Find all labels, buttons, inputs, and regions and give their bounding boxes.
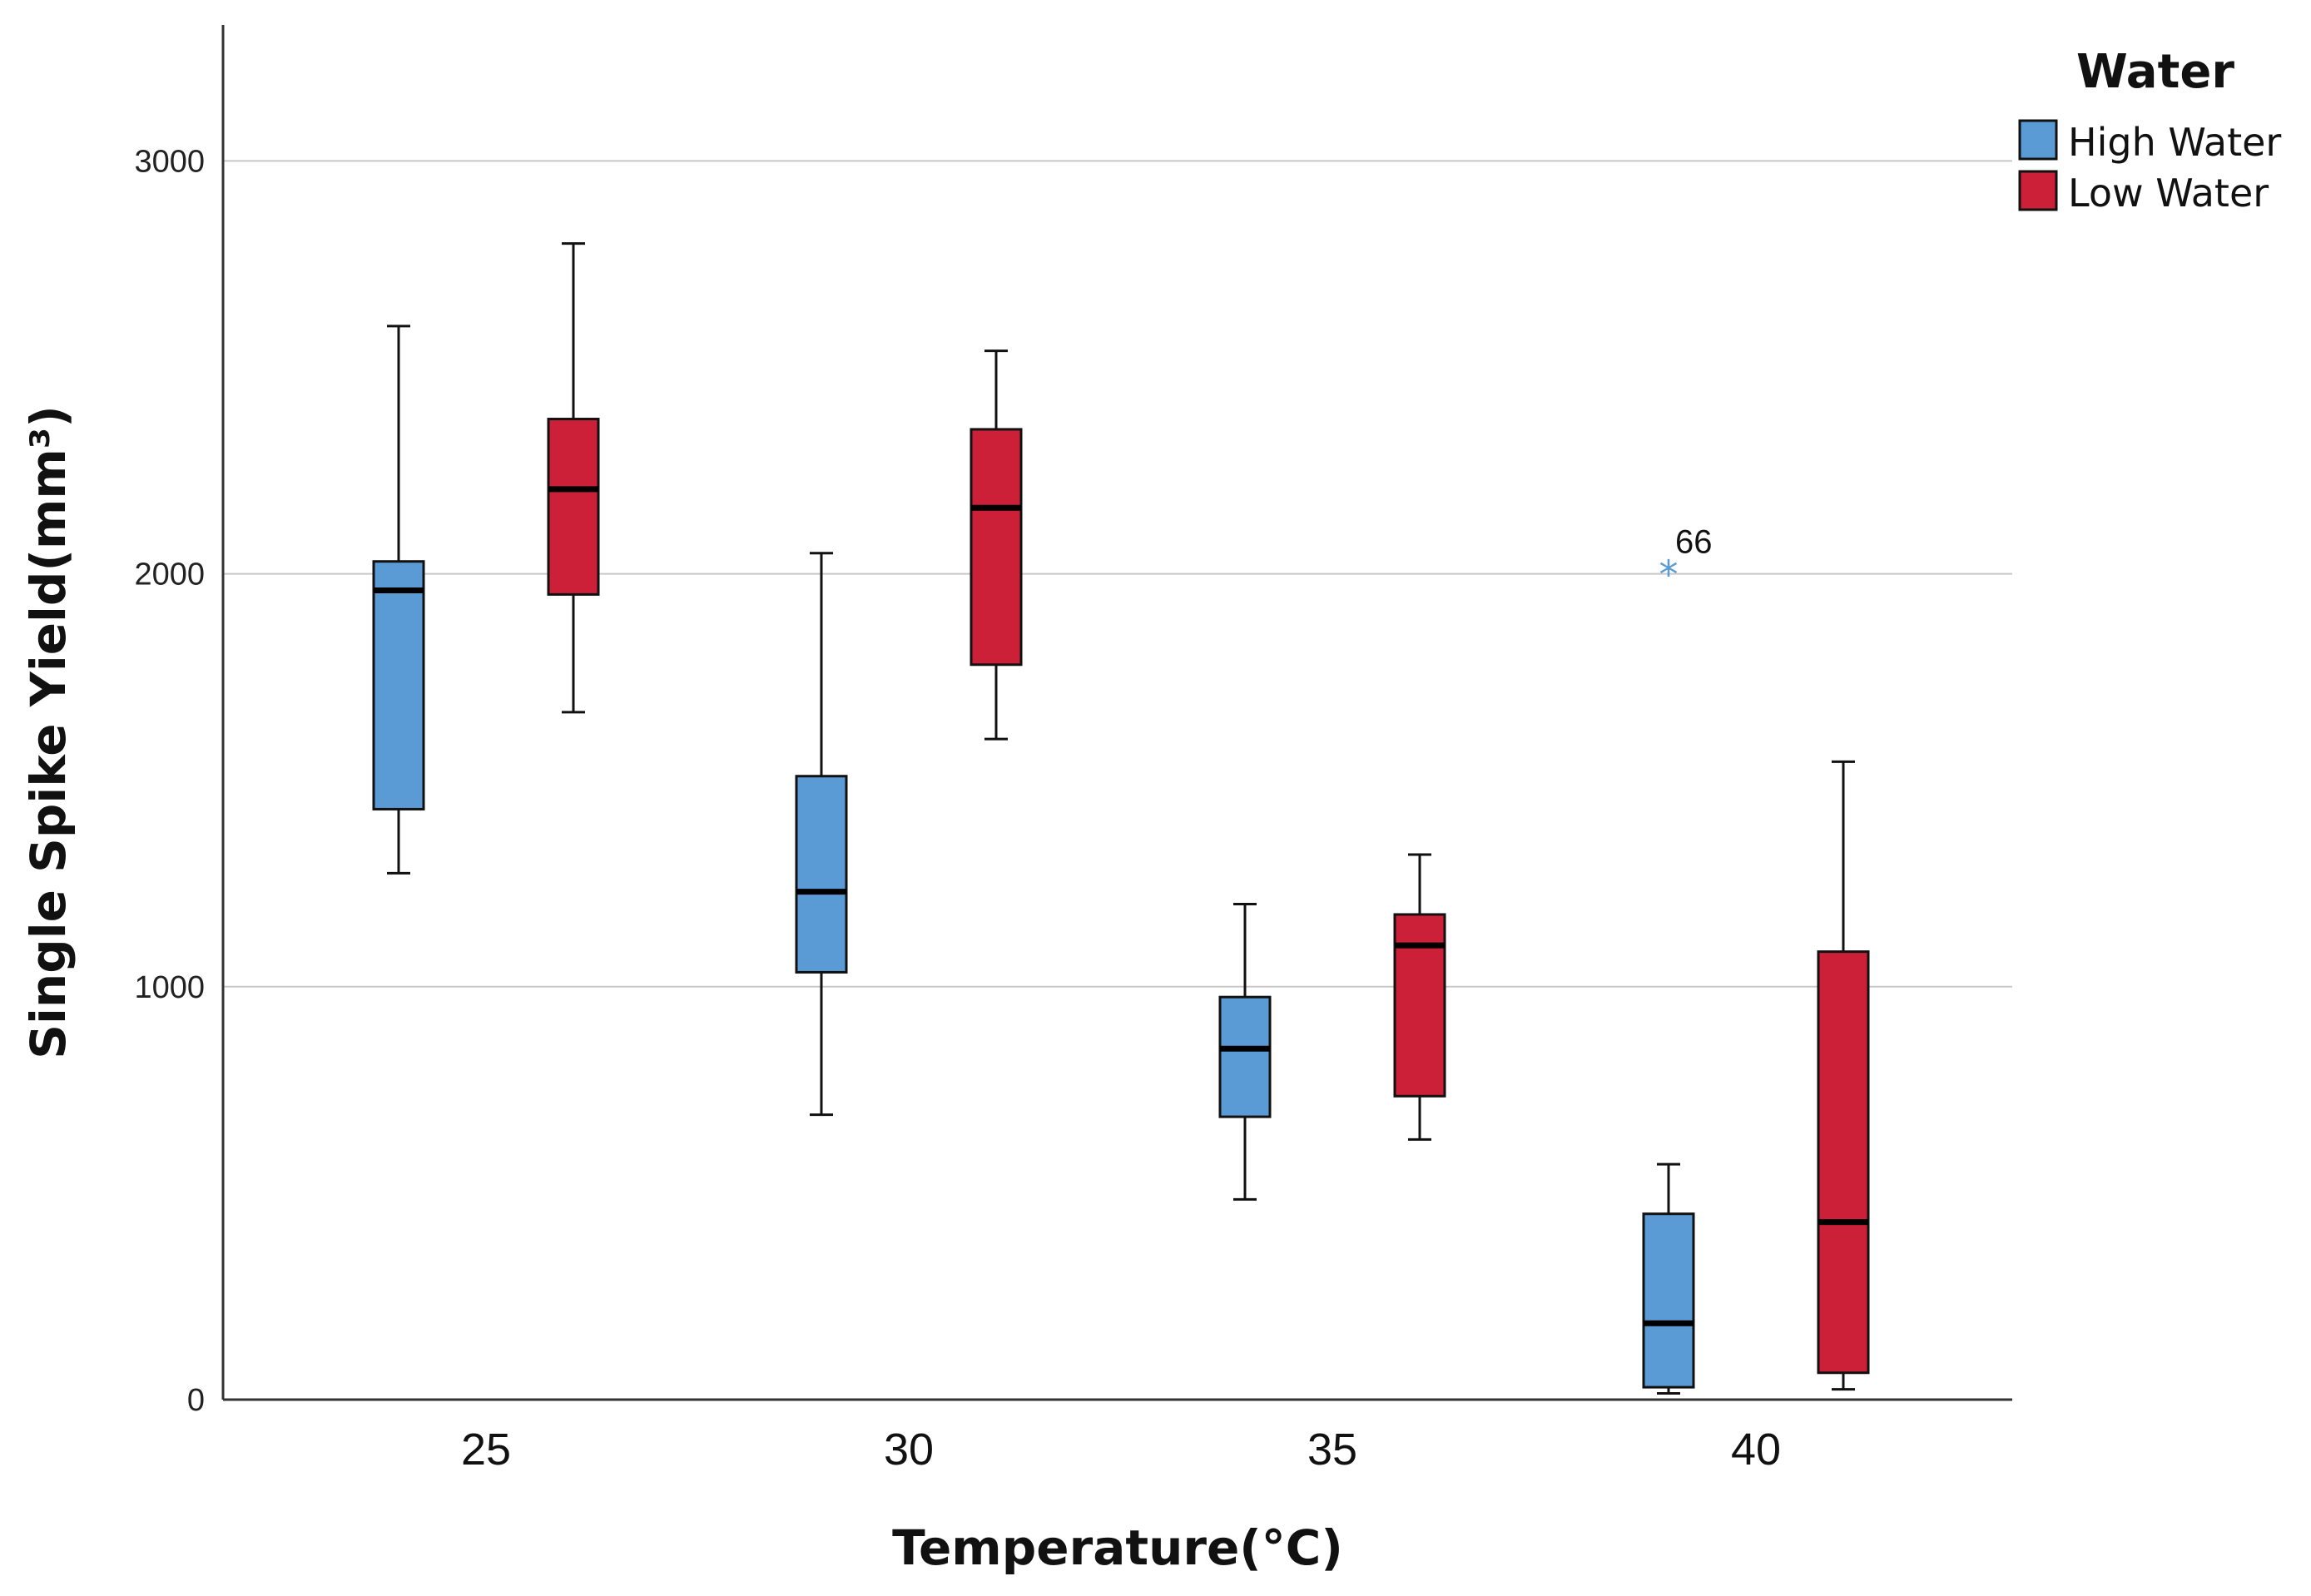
box-low-water-40 bbox=[1817, 760, 1870, 1391]
y-tick-label: 0 bbox=[187, 1383, 205, 1418]
box-iqr bbox=[1817, 950, 1870, 1375]
x-tick-label: 25 bbox=[461, 1425, 511, 1475]
legend-label-low-water: Low Water bbox=[2068, 171, 2269, 216]
y-tick-label: 2000 bbox=[134, 558, 205, 592]
box-iqr bbox=[1218, 995, 1272, 1118]
box-high-water-35 bbox=[1218, 903, 1272, 1201]
box-iqr bbox=[795, 775, 848, 974]
legend-swatch-high-water bbox=[2018, 119, 2058, 161]
x-tick-labels: 25 30 35 40 bbox=[461, 1425, 1781, 1475]
y-tick-label: 1000 bbox=[134, 970, 205, 1005]
x-tick-label: 35 bbox=[1307, 1425, 1357, 1475]
legend: Water High Water Low Water bbox=[2018, 45, 2281, 216]
box-iqr bbox=[372, 560, 425, 810]
y-axis-title: Single Spike Yield(mm³) bbox=[20, 405, 77, 1059]
x-tick-label: 40 bbox=[1731, 1425, 1781, 1475]
box-low-water-25 bbox=[547, 242, 600, 714]
box-high-water-40 bbox=[1642, 1162, 1695, 1395]
box-low-water-30 bbox=[970, 349, 1023, 741]
outlier-marker: * bbox=[1659, 553, 1679, 597]
y-tick-label: 3000 bbox=[134, 144, 205, 179]
box-iqr bbox=[1393, 913, 1446, 1098]
x-tick-label: 30 bbox=[884, 1425, 934, 1475]
y-tick-labels: 0 1000 2000 3000 bbox=[134, 144, 205, 1418]
legend-label-high-water: High Water bbox=[2068, 120, 2281, 165]
box-iqr bbox=[547, 418, 600, 596]
box-groups: *66 bbox=[372, 242, 1870, 1395]
gridlines bbox=[223, 160, 2012, 988]
axes bbox=[221, 25, 2012, 1401]
box-high-water-30 bbox=[795, 552, 848, 1117]
box-low-water-35 bbox=[1393, 853, 1446, 1141]
x-axis-title: Temperature(°C) bbox=[892, 1519, 1343, 1576]
box-iqr bbox=[970, 428, 1023, 667]
outlier-label: 66 bbox=[1675, 524, 1713, 561]
box-iqr bbox=[1642, 1212, 1695, 1389]
legend-swatch-low-water bbox=[2018, 170, 2058, 211]
legend-title: Water bbox=[2076, 45, 2234, 99]
box-high-water-25 bbox=[372, 325, 425, 875]
